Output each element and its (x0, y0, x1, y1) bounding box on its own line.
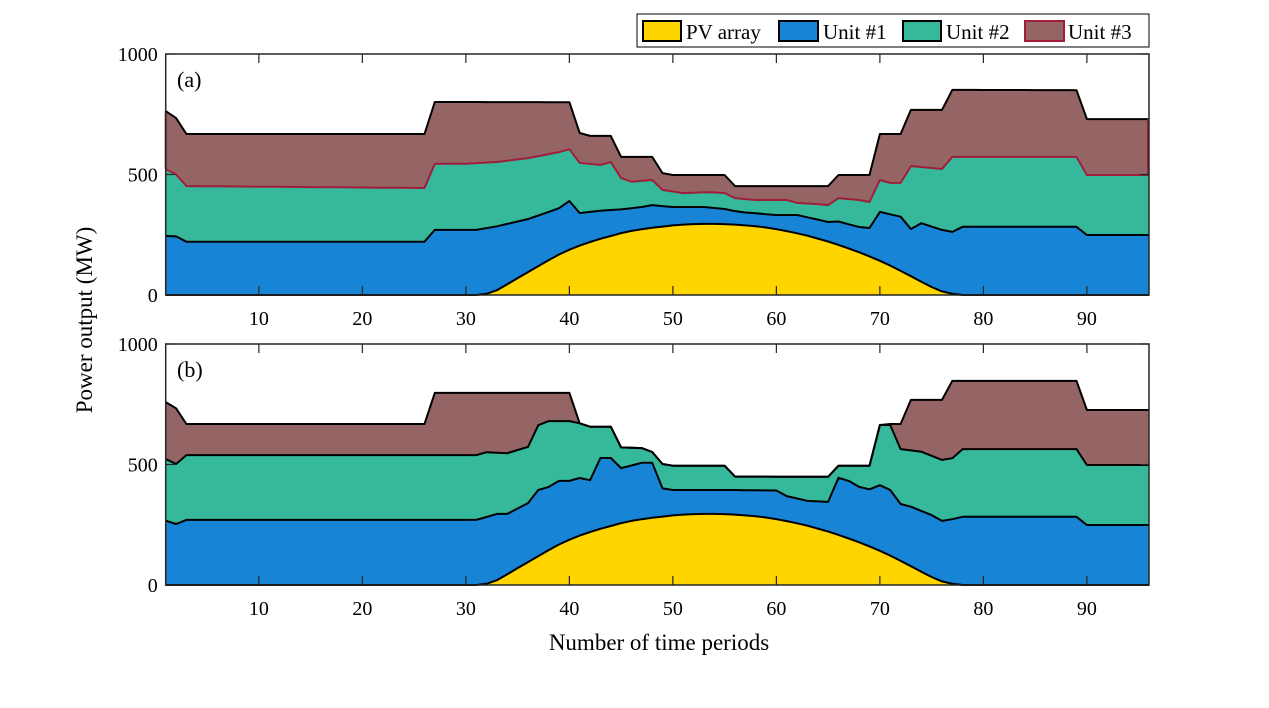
legend-swatch-unit-3 (1024, 20, 1065, 42)
boundary-line-unit-3 (165, 379, 1149, 478)
panel-label: (b) (177, 357, 203, 382)
legend: PV array Unit #1 Unit #2 Unit #3 (636, 13, 1150, 48)
x-tick-label: 80 (973, 308, 993, 330)
legend-swatch-unit-1 (778, 20, 819, 42)
y-tick-label: 0 (148, 575, 158, 597)
legend-label-unit-2: Unit #2 (946, 20, 1010, 44)
x-tick-label: 80 (973, 598, 993, 620)
boundary-line-unit-2 (165, 148, 1149, 207)
y-tick-label: 500 (128, 455, 158, 477)
x-tick-label: 30 (456, 308, 476, 330)
x-tick-label: 20 (352, 308, 372, 330)
x-tick-label: 60 (766, 308, 786, 330)
x-tick-label: 50 (663, 598, 683, 620)
panel-label: (a) (177, 67, 201, 92)
y-tick-label: 0 (148, 285, 158, 307)
legend-swatch-unit-2 (902, 20, 942, 42)
x-tick-label: 40 (559, 308, 579, 330)
boundary-line-unit-1 (165, 457, 1149, 526)
legend-label-unit-1: Unit #1 (823, 20, 887, 44)
y-tick-label: 1000 (118, 44, 158, 66)
x-tick-label: 90 (1077, 308, 1097, 330)
area-unit-3 (165, 89, 1149, 206)
x-tick-label: 70 (870, 308, 890, 330)
y-tick-label: 500 (128, 165, 158, 187)
x-axis-label: Number of time periods (549, 630, 769, 655)
x-tick-label: 10 (249, 308, 269, 330)
legend-swatch-pv-array (642, 20, 682, 42)
boundary-line-unit-3 (165, 88, 1149, 188)
x-tick-label: 30 (456, 598, 476, 620)
area-unit-3 (165, 380, 1149, 477)
y-axis-label: Power output (MW) (72, 227, 97, 414)
area-pv-array (165, 513, 1149, 585)
x-tick-label: 40 (559, 598, 579, 620)
panel-b: 10 20 30 40 50 60 70 80 90 0 500 1000 (b) (118, 334, 1150, 620)
x-tick-label: 60 (766, 598, 786, 620)
y-tick-label: 1000 (118, 334, 158, 356)
area-pv-array (165, 223, 1149, 295)
x-tick-label: 10 (249, 598, 269, 620)
x-tick-label: 20 (352, 598, 372, 620)
boundary-line-unit-1 (165, 200, 1149, 243)
x-tick-label: 90 (1077, 598, 1097, 620)
legend-label-pv-array: PV array (686, 20, 761, 44)
panel-a: 10 20 30 40 50 60 70 80 90 0 500 1000 (a) (118, 44, 1150, 330)
area-unit-1 (165, 458, 1149, 585)
x-tick-label: 70 (870, 598, 890, 620)
legend-label-unit-3: Unit #3 (1068, 20, 1132, 44)
x-tick-label: 50 (663, 308, 683, 330)
